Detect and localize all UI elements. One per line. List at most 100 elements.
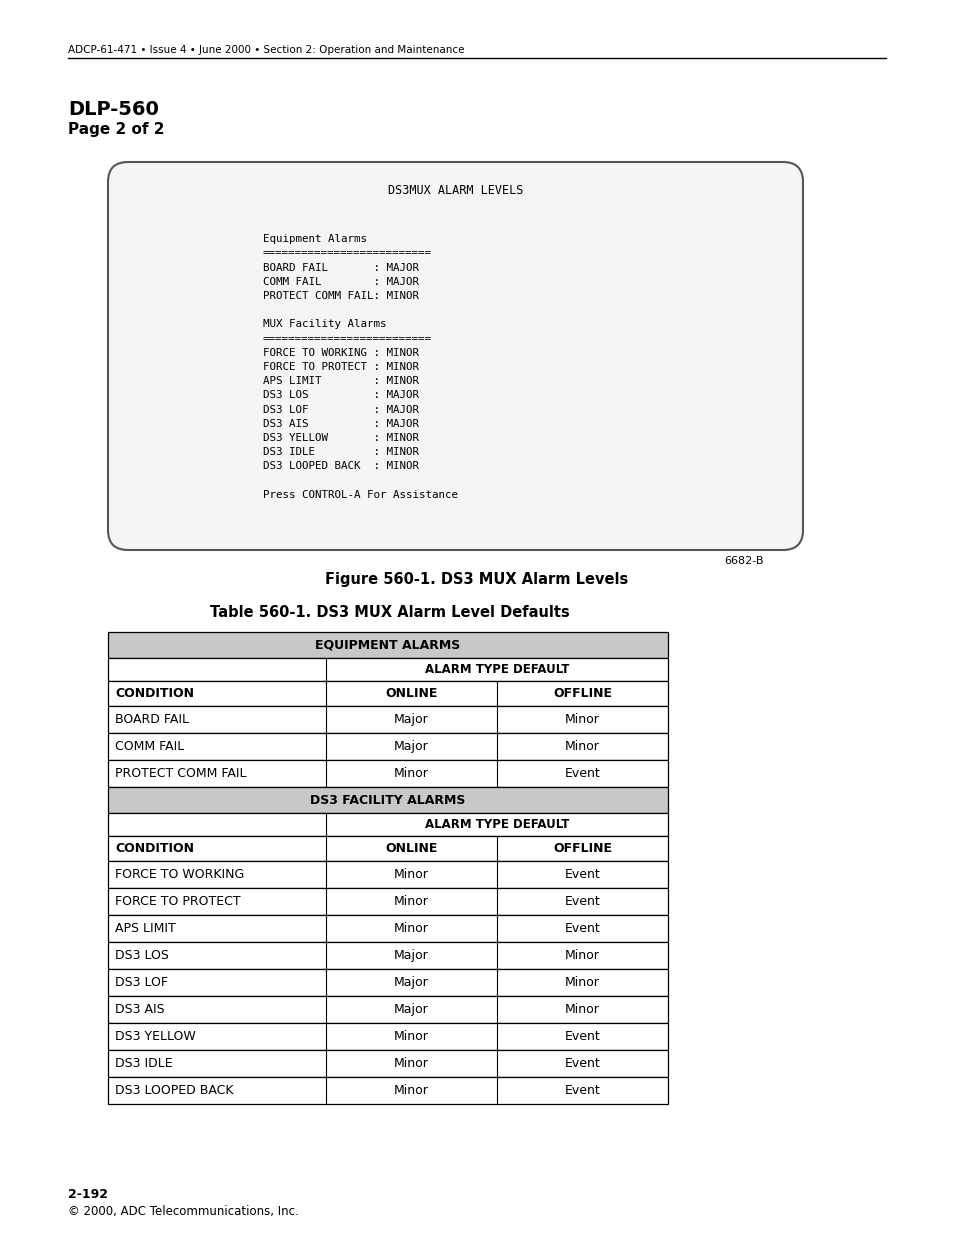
Text: BOARD FAIL: BOARD FAIL — [115, 713, 189, 726]
Text: Minor: Minor — [394, 868, 429, 881]
Text: FORCE TO PROTECT : MINOR: FORCE TO PROTECT : MINOR — [263, 362, 418, 372]
Text: ALARM TYPE DEFAULT: ALARM TYPE DEFAULT — [424, 663, 569, 676]
Bar — [108, 969, 667, 995]
Text: PROTECT COMM FAIL: PROTECT COMM FAIL — [115, 767, 246, 781]
Text: Equipment Alarms: Equipment Alarms — [263, 235, 367, 245]
Text: DS3 LOS: DS3 LOS — [115, 948, 169, 962]
Text: Event: Event — [564, 895, 599, 908]
Bar — [108, 1050, 667, 1077]
Text: MUX Facility Alarms: MUX Facility Alarms — [263, 320, 386, 330]
Text: Minor: Minor — [394, 767, 429, 781]
Text: DS3MUX ALARM LEVELS: DS3MUX ALARM LEVELS — [388, 184, 522, 198]
Text: Minor: Minor — [394, 1057, 429, 1070]
Text: FORCE TO WORKING: FORCE TO WORKING — [115, 868, 244, 881]
Bar — [108, 915, 667, 942]
Text: Event: Event — [564, 923, 599, 935]
Text: Major: Major — [394, 948, 429, 962]
Bar — [108, 995, 667, 1023]
FancyBboxPatch shape — [108, 162, 802, 550]
Bar — [108, 1023, 667, 1050]
Text: © 2000, ADC Telecommunications, Inc.: © 2000, ADC Telecommunications, Inc. — [68, 1205, 298, 1218]
Text: Minor: Minor — [564, 1003, 599, 1016]
Bar — [108, 658, 667, 680]
Text: Event: Event — [564, 767, 599, 781]
Bar — [108, 888, 667, 915]
Text: Major: Major — [394, 740, 429, 753]
Bar — [108, 787, 667, 813]
Text: COMM FAIL        : MAJOR: COMM FAIL : MAJOR — [263, 277, 418, 287]
Bar — [108, 861, 667, 888]
Bar — [108, 632, 667, 658]
Bar — [108, 836, 667, 861]
Text: CONDITION: CONDITION — [115, 687, 193, 700]
Text: DS3 LOF          : MAJOR: DS3 LOF : MAJOR — [263, 405, 418, 415]
Text: Major: Major — [394, 1003, 429, 1016]
Text: Minor: Minor — [394, 923, 429, 935]
Text: OFFLINE: OFFLINE — [553, 687, 612, 700]
Bar — [108, 787, 667, 813]
Text: Minor: Minor — [564, 713, 599, 726]
Text: Minor: Minor — [564, 948, 599, 962]
Text: Minor: Minor — [394, 1084, 429, 1097]
Text: DLP-560: DLP-560 — [68, 100, 159, 119]
Bar — [108, 632, 667, 658]
Bar — [108, 706, 667, 734]
Text: 6682-B: 6682-B — [723, 556, 762, 566]
Text: Figure 560-1. DS3 MUX Alarm Levels: Figure 560-1. DS3 MUX Alarm Levels — [325, 572, 628, 587]
Text: ALARM TYPE DEFAULT: ALARM TYPE DEFAULT — [424, 818, 569, 831]
Text: OFFLINE: OFFLINE — [553, 842, 612, 855]
Bar — [108, 1050, 667, 1077]
Bar — [108, 1077, 667, 1104]
Bar — [108, 861, 667, 888]
Text: ==========================: ========================== — [263, 248, 432, 258]
Text: Major: Major — [394, 713, 429, 726]
Text: 2-192: 2-192 — [68, 1188, 108, 1200]
Text: FORCE TO PROTECT: FORCE TO PROTECT — [115, 895, 240, 908]
Text: ==========================: ========================== — [263, 333, 432, 343]
Bar — [108, 658, 667, 680]
Text: DS3 IDLE: DS3 IDLE — [115, 1057, 172, 1070]
Bar — [108, 836, 667, 861]
Bar — [108, 760, 667, 787]
Text: Minor: Minor — [394, 1030, 429, 1044]
Bar — [108, 680, 667, 706]
Text: Minor: Minor — [564, 976, 599, 989]
Text: DS3 LOF: DS3 LOF — [115, 976, 168, 989]
Bar — [108, 706, 667, 734]
Bar — [108, 915, 667, 942]
Bar — [108, 995, 667, 1023]
Text: Event: Event — [564, 868, 599, 881]
Text: PROTECT COMM FAIL: MINOR: PROTECT COMM FAIL: MINOR — [263, 291, 418, 301]
Text: FORCE TO WORKING : MINOR: FORCE TO WORKING : MINOR — [263, 348, 418, 358]
Text: DS3 AIS          : MAJOR: DS3 AIS : MAJOR — [263, 419, 418, 429]
Text: Event: Event — [564, 1030, 599, 1044]
Bar — [108, 1023, 667, 1050]
Text: Press CONTROL-A For Assistance: Press CONTROL-A For Assistance — [263, 490, 457, 500]
Bar — [108, 734, 667, 760]
Bar — [108, 813, 667, 836]
Text: DS3 LOS          : MAJOR: DS3 LOS : MAJOR — [263, 390, 418, 400]
Text: Event: Event — [564, 1084, 599, 1097]
Text: Minor: Minor — [394, 895, 429, 908]
Text: EQUIPMENT ALARMS: EQUIPMENT ALARMS — [315, 638, 460, 652]
Text: DS3 FACILITY ALARMS: DS3 FACILITY ALARMS — [310, 794, 465, 806]
Bar — [108, 734, 667, 760]
Bar — [108, 680, 667, 706]
Text: DS3 LOOPED BACK  : MINOR: DS3 LOOPED BACK : MINOR — [263, 462, 418, 472]
Bar — [108, 942, 667, 969]
Text: Page 2 of 2: Page 2 of 2 — [68, 122, 164, 137]
Text: COMM FAIL: COMM FAIL — [115, 740, 184, 753]
Bar — [108, 942, 667, 969]
Text: APS LIMIT        : MINOR: APS LIMIT : MINOR — [263, 377, 418, 387]
Text: ONLINE: ONLINE — [385, 687, 437, 700]
Text: DS3 IDLE         : MINOR: DS3 IDLE : MINOR — [263, 447, 418, 457]
Text: APS LIMIT: APS LIMIT — [115, 923, 175, 935]
Bar — [108, 888, 667, 915]
Text: ADCP-61-471 • Issue 4 • June 2000 • Section 2: Operation and Maintenance: ADCP-61-471 • Issue 4 • June 2000 • Sect… — [68, 44, 464, 56]
Bar — [108, 760, 667, 787]
Text: CONDITION: CONDITION — [115, 842, 193, 855]
Text: BOARD FAIL       : MAJOR: BOARD FAIL : MAJOR — [263, 263, 418, 273]
Text: DS3 AIS: DS3 AIS — [115, 1003, 165, 1016]
Text: DS3 YELLOW       : MINOR: DS3 YELLOW : MINOR — [263, 433, 418, 443]
Text: DS3 YELLOW: DS3 YELLOW — [115, 1030, 195, 1044]
